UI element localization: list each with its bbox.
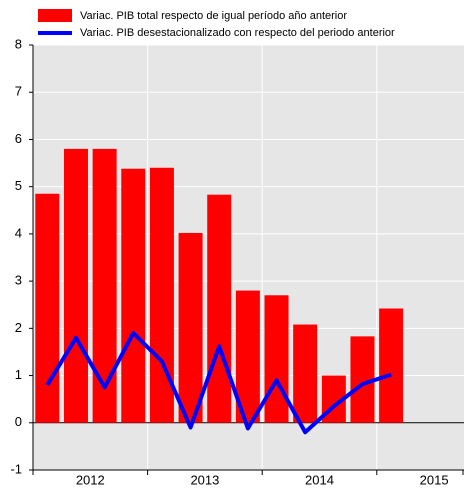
bar [178,232,203,423]
bar [92,148,117,423]
x-tick-label: 2015 [420,472,449,487]
y-tick-label: 0 [15,414,22,429]
bar [379,308,404,423]
bar [63,148,88,423]
y-tick-label: 3 [15,273,22,288]
y-tick-label: 8 [15,36,22,51]
legend-label: Variac. PIB desestacionalizado con respe… [80,27,395,39]
bar [35,193,60,423]
bar [293,324,318,423]
y-tick-label: 1 [15,367,22,382]
y-tick-label: -1 [10,461,22,476]
bar [264,295,289,423]
bar [121,168,146,423]
x-tick-label: 2012 [76,472,105,487]
x-tick-label: 2013 [190,472,219,487]
bar [207,194,232,423]
y-tick-label: 4 [15,225,22,240]
legend-label: Variac. PIB total respecto de igual perí… [80,10,347,22]
x-tick-label: 2014 [305,472,334,487]
y-tick-label: 7 [15,84,22,99]
y-tick-label: 6 [15,131,22,146]
line [45,331,392,435]
legend-swatch [38,9,72,22]
y-tick-label: 5 [15,178,22,193]
y-tick-label: 2 [15,320,22,335]
